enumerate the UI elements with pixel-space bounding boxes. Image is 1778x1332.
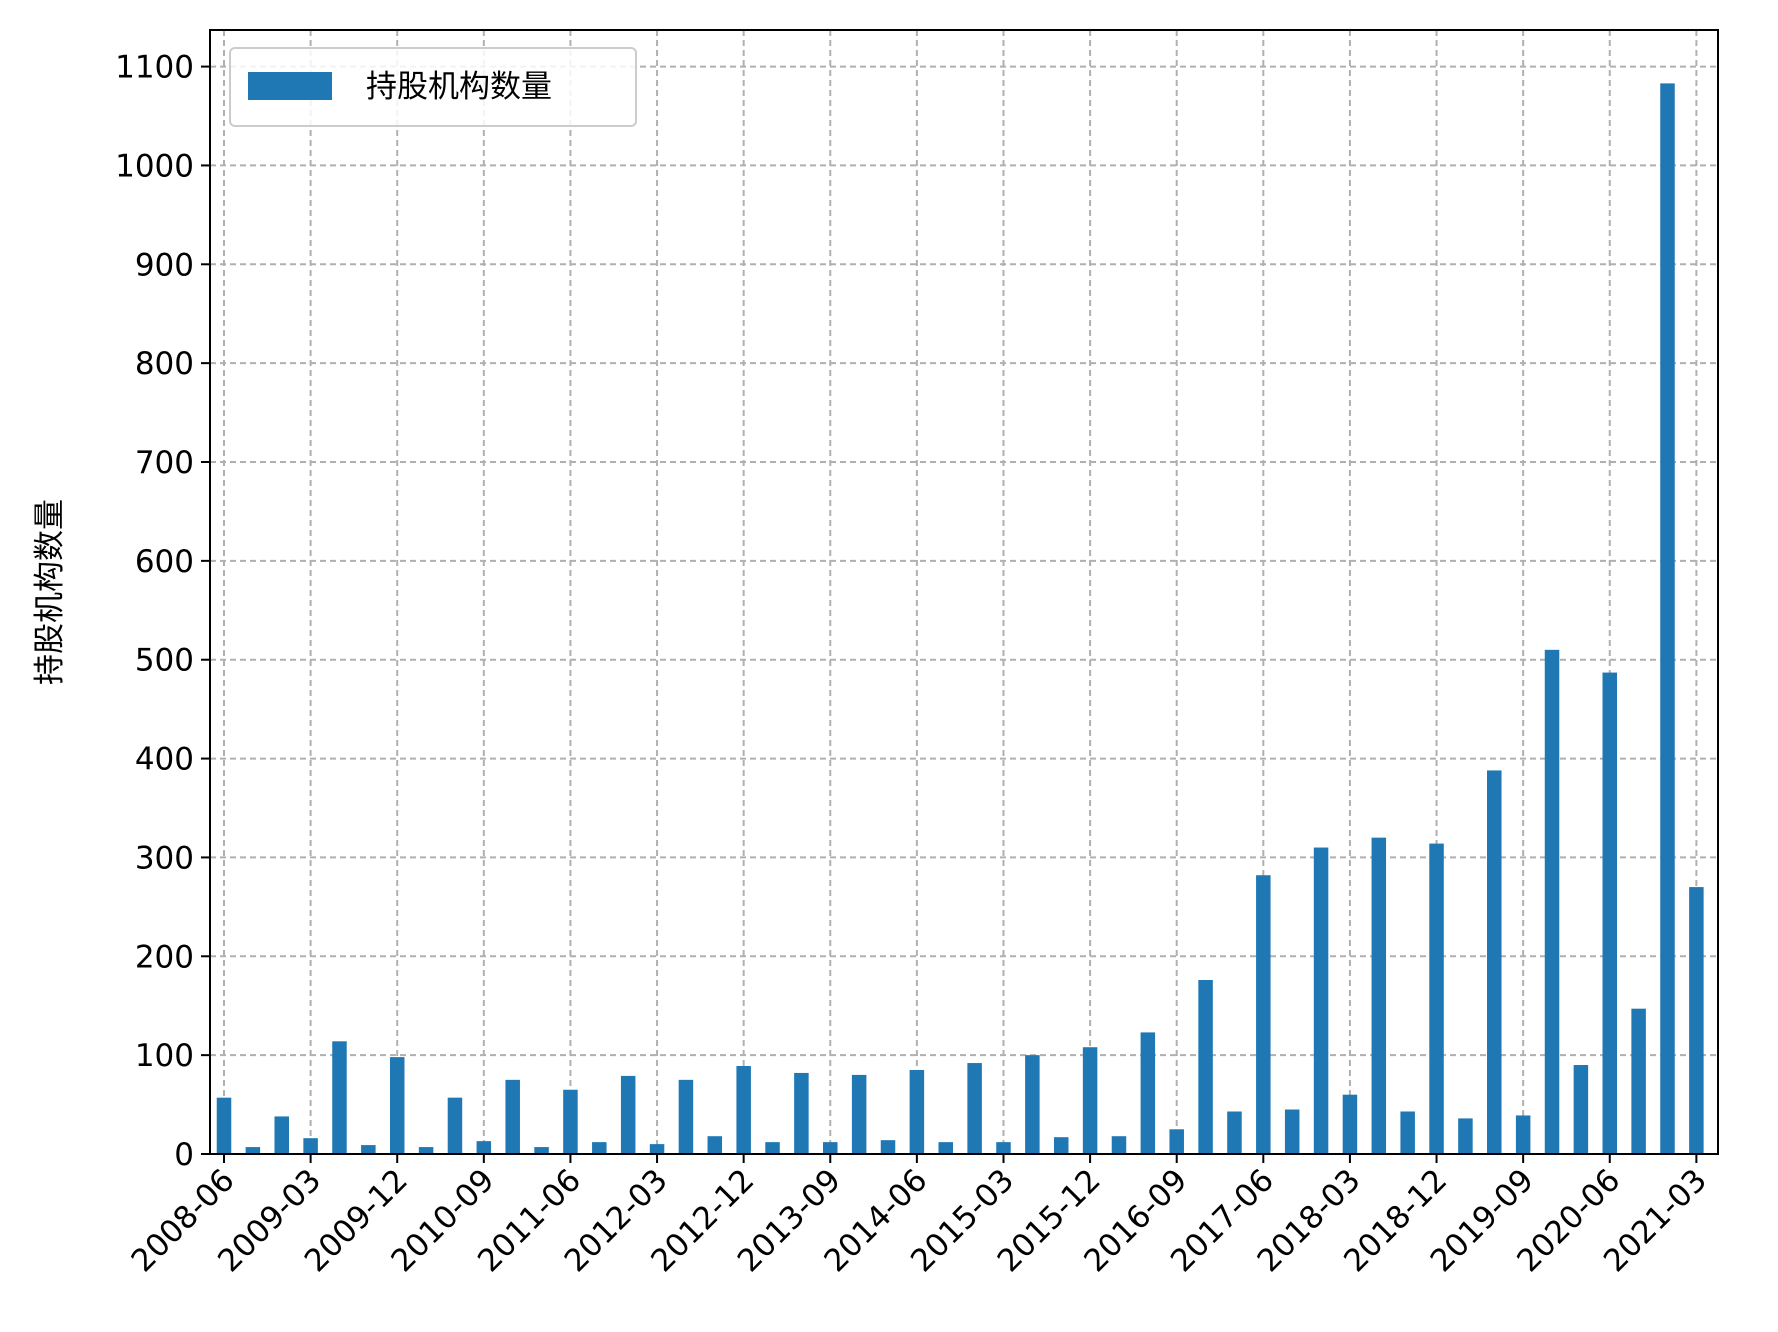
bar [707, 1136, 723, 1154]
y-tick-label: 700 [135, 445, 194, 481]
bar [476, 1141, 492, 1154]
bar [1689, 887, 1704, 1154]
bar [1429, 843, 1444, 1154]
y-tick-label: 500 [135, 643, 194, 679]
bar [1169, 1129, 1184, 1154]
bar [967, 1063, 982, 1154]
bar [1371, 837, 1387, 1154]
bar [938, 1142, 953, 1154]
bar [823, 1142, 838, 1154]
bar [1082, 1047, 1098, 1154]
bar [418, 1147, 434, 1154]
y-tick-label: 600 [135, 544, 194, 580]
y-tick-label: 900 [135, 247, 194, 283]
y-tick-label: 100 [135, 1038, 194, 1074]
bar [736, 1066, 751, 1154]
bar [1140, 1032, 1156, 1154]
grid-lines [210, 30, 1718, 1154]
bar [1227, 1111, 1242, 1154]
y-tick-label: 1000 [115, 148, 194, 184]
bar [216, 1097, 232, 1154]
bar [1111, 1136, 1127, 1154]
bar [765, 1142, 780, 1154]
y-axis-title: 持股机构数量 [32, 499, 68, 685]
bar [274, 1116, 289, 1154]
bar [1313, 847, 1329, 1154]
bar [1544, 649, 1560, 1154]
legend-swatch [248, 72, 332, 100]
bar [505, 1079, 520, 1154]
bar [880, 1140, 896, 1154]
bar [245, 1147, 261, 1154]
plot-frame [209, 29, 1719, 1155]
y-tick-label: 0 [174, 1137, 194, 1173]
y-tick-label: 200 [135, 939, 194, 975]
bar [1631, 1008, 1646, 1154]
bar [563, 1089, 578, 1154]
bar [1573, 1065, 1589, 1154]
bar [1660, 83, 1675, 1155]
bar [649, 1144, 665, 1154]
bars [216, 83, 1704, 1155]
legend-box [229, 47, 637, 127]
bar [620, 1075, 636, 1154]
bar [1256, 875, 1271, 1154]
bar [1458, 1118, 1473, 1154]
y-tick-label: 300 [135, 840, 194, 876]
bar [389, 1057, 405, 1154]
bar [1198, 980, 1213, 1154]
bar [1602, 672, 1618, 1154]
bar [447, 1097, 463, 1154]
bar [1025, 1055, 1040, 1154]
y-axis: 0 100 200 300 400 500 600 700 800 900 1000 1100 [115, 50, 210, 1173]
y-tick-label: 400 [135, 742, 194, 778]
bar [1053, 1137, 1069, 1154]
bar [851, 1074, 867, 1154]
bar [592, 1142, 607, 1154]
y-tick-label: 1100 [115, 50, 194, 86]
bar [909, 1069, 925, 1154]
bar [332, 1041, 347, 1154]
bar [1342, 1094, 1358, 1154]
bar [794, 1072, 809, 1154]
y-tick-label: 800 [135, 346, 194, 382]
bar [1284, 1109, 1300, 1154]
bar [678, 1079, 694, 1154]
bar [1400, 1111, 1415, 1154]
legend: 持股机构数量 [229, 47, 637, 127]
bar [1515, 1115, 1531, 1154]
bar [996, 1142, 1011, 1154]
bar [534, 1147, 549, 1154]
bar [303, 1138, 318, 1154]
bar [1487, 770, 1502, 1154]
legend-label: 持股机构数量 [366, 69, 552, 105]
bar [361, 1145, 376, 1154]
